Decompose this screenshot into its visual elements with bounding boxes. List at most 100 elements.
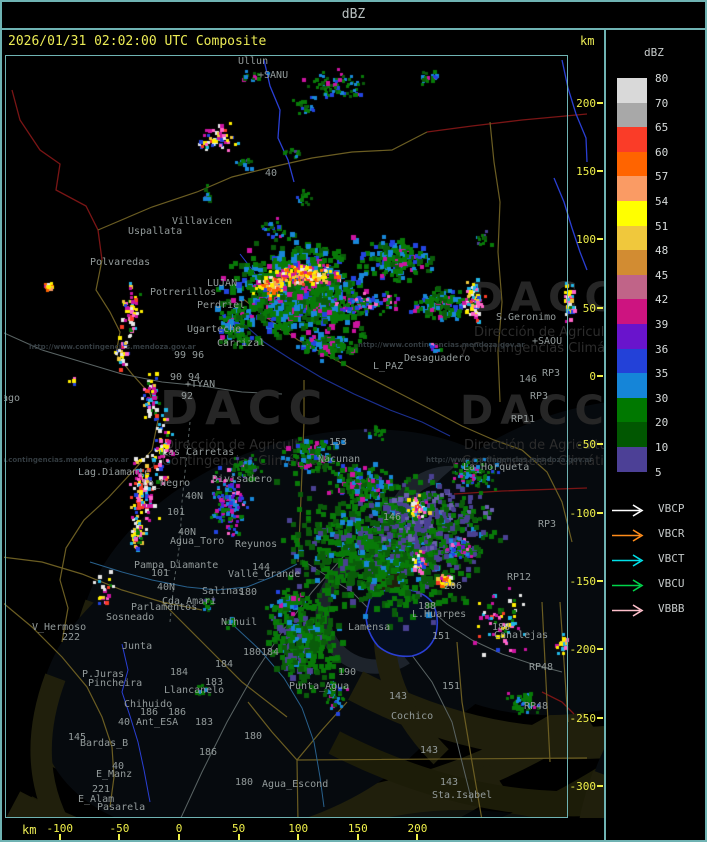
scale-color-block bbox=[617, 397, 647, 423]
map-label: Reyunos bbox=[235, 539, 278, 550]
map-label: 153 bbox=[329, 437, 348, 448]
right-axis-tick bbox=[597, 511, 603, 514]
map-label: Ullun bbox=[238, 56, 269, 67]
bottom-axis-tick-label: -50 bbox=[109, 822, 130, 835]
map-label: L_PAZ bbox=[373, 361, 404, 372]
map-label: 40 bbox=[265, 168, 278, 179]
right-axis-tick-label: -100 bbox=[569, 506, 597, 520]
scale-color-block bbox=[617, 225, 647, 251]
map-label: 101 bbox=[151, 568, 170, 579]
right-axis-tick bbox=[597, 375, 603, 377]
map-label: 184 bbox=[170, 667, 189, 678]
scale-color-block bbox=[617, 250, 647, 276]
scale-color-block bbox=[617, 299, 647, 325]
map-label: 186 bbox=[199, 747, 218, 758]
map-label: 146 bbox=[383, 512, 402, 523]
map-label: 186 bbox=[140, 707, 159, 718]
scale-color-block bbox=[617, 201, 647, 227]
scale-color-block bbox=[617, 127, 647, 153]
right-axis-tick bbox=[597, 443, 603, 446]
map-label: Pasarela bbox=[97, 802, 146, 813]
map-label: 143 bbox=[440, 777, 459, 788]
right-axis-unit: km bbox=[580, 34, 595, 48]
scale-tick-label: 5 bbox=[655, 465, 662, 479]
bottom-axis-tick-label: 100 bbox=[288, 822, 309, 835]
scale-tick-label: 20 bbox=[655, 416, 669, 430]
map-label: +SAOU bbox=[532, 336, 563, 347]
map-label: Salinas bbox=[202, 586, 245, 597]
scale-color-block bbox=[617, 78, 647, 104]
bottom-axis-tick bbox=[237, 834, 240, 840]
panel-divider bbox=[604, 28, 606, 840]
bottom-axis-tick bbox=[178, 834, 180, 840]
map-label: Canalejas bbox=[494, 630, 549, 641]
right-axis-tick-label: -200 bbox=[569, 643, 597, 657]
map-label: 99 96 bbox=[174, 350, 205, 361]
map-label: 183 bbox=[195, 717, 214, 728]
map-label: 221 bbox=[92, 784, 111, 795]
title-separator bbox=[2, 28, 705, 30]
timestamp: 2026/01/31 02:02:00 UTC Composite bbox=[8, 34, 267, 49]
map-label: RP11 bbox=[511, 414, 536, 425]
scale-tick-label: 36 bbox=[655, 342, 669, 356]
map-label: Bardas_B bbox=[80, 738, 129, 749]
scale-tick-label: 39 bbox=[655, 318, 669, 331]
map-label: 40N bbox=[178, 527, 197, 538]
map-label: 40N bbox=[185, 491, 204, 502]
map-label: Sosneado bbox=[106, 612, 155, 623]
bottom-axis-tick-label: 200 bbox=[407, 822, 428, 835]
map-label: LUJAN bbox=[207, 278, 238, 289]
map-label: 101 bbox=[167, 507, 186, 518]
map-label: RP3 bbox=[530, 391, 549, 402]
map-label: 188 bbox=[418, 601, 437, 612]
scale-color-block bbox=[617, 447, 647, 473]
map-label: +TYAN bbox=[185, 379, 216, 390]
scale-color-block bbox=[617, 151, 647, 177]
map-label: 190 bbox=[338, 667, 357, 678]
bottom-axis-tick-label: 50 bbox=[231, 822, 246, 835]
map-label: La_Horqueta bbox=[463, 462, 530, 473]
vector-arrow-icon bbox=[612, 529, 644, 542]
map-label: Sta.Isabel bbox=[432, 790, 493, 801]
map-label: Nacunan bbox=[318, 454, 361, 465]
vector-arrow-icon bbox=[612, 579, 644, 592]
map-label: 180 bbox=[244, 731, 263, 742]
right-axis-tick-label: -250 bbox=[569, 711, 597, 725]
right-axis-tick-label: 100 bbox=[576, 233, 596, 247]
map-label: Cda_Amari bbox=[162, 596, 217, 607]
radar-echo-canvas[interactable] bbox=[4, 54, 604, 818]
right-axis-tick-label: -300 bbox=[569, 779, 597, 793]
map-label: Polvaredas bbox=[90, 257, 151, 268]
map-label: Junta bbox=[122, 641, 153, 652]
scale-title: dBZ bbox=[644, 46, 664, 59]
window-title: dBZ bbox=[2, 2, 705, 28]
map-label: 151 bbox=[442, 681, 461, 692]
map-label: 183 bbox=[205, 677, 224, 688]
scale-tick-label: 70 bbox=[655, 96, 669, 110]
scale-tick-label: 48 bbox=[655, 244, 669, 258]
map-label: Lamensa bbox=[348, 622, 391, 633]
map-label: 146 bbox=[519, 374, 538, 385]
map-label: 151 bbox=[432, 631, 451, 642]
map-label: 206 bbox=[444, 581, 463, 592]
map-label: Valle_Grande bbox=[228, 569, 301, 580]
map-label: Las_Carretas bbox=[162, 447, 235, 458]
map-label: 186 bbox=[168, 707, 187, 718]
right-axis-tick bbox=[597, 648, 603, 651]
scale-tick-label: 30 bbox=[655, 391, 669, 405]
vector-legend-row: VBBB bbox=[612, 602, 685, 617]
vector-legend-row: VBCT bbox=[612, 552, 685, 567]
map-label: Perdriel bbox=[197, 300, 246, 311]
scale-tick-label: 65 bbox=[655, 121, 669, 135]
right-axis-tick-label: 50 bbox=[582, 301, 596, 315]
map-label: 143 bbox=[420, 745, 439, 756]
scale-tick-label: 54 bbox=[655, 195, 669, 208]
map-label: 180 bbox=[235, 777, 254, 788]
bottom-axis-tick bbox=[58, 834, 61, 840]
right-axis-tick bbox=[597, 716, 603, 719]
radar-map[interactable]: DACCDirección de Agriculturay Contingenc… bbox=[4, 54, 604, 818]
scale-tick-label: 51 bbox=[655, 219, 669, 233]
map-label: 40 bbox=[112, 761, 125, 772]
map-label: 184 bbox=[261, 647, 280, 658]
